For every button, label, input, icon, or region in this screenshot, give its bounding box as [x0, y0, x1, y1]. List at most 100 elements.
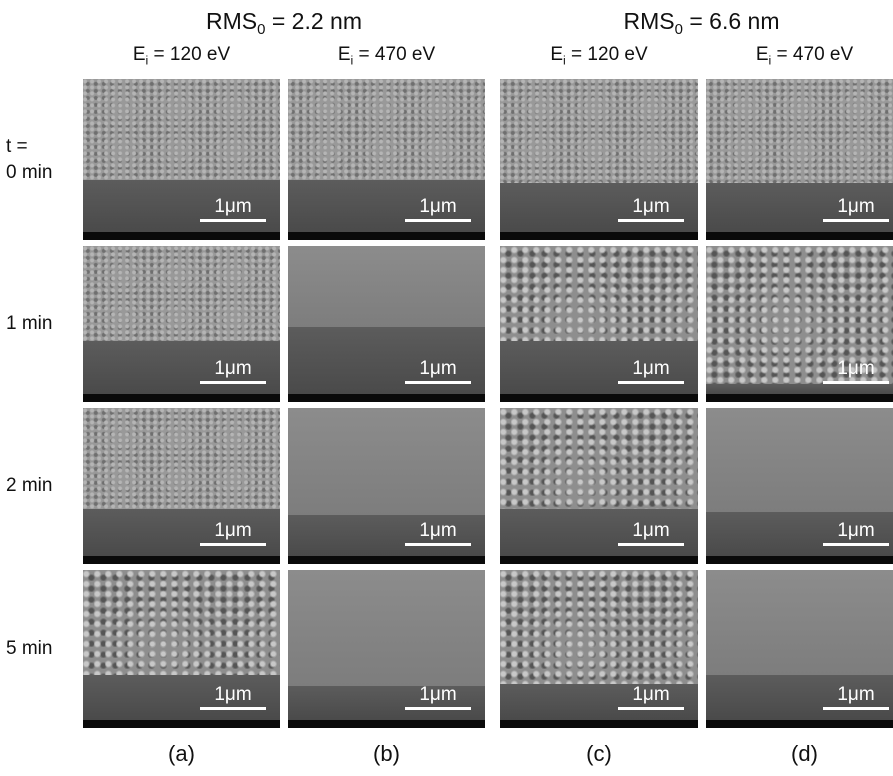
- substrate: [500, 341, 698, 394]
- sem-image: 1μm: [706, 79, 893, 240]
- scale-label: 1μm: [419, 196, 457, 217]
- row-label-line: 1 min: [6, 313, 53, 334]
- surface: [83, 408, 280, 509]
- substrate: [706, 384, 893, 394]
- text-rest: = 120 eV: [565, 44, 648, 65]
- column-letter: (a): [168, 741, 195, 766]
- scale-bar: [405, 543, 471, 546]
- status-bar: [83, 556, 280, 564]
- surface: [706, 246, 893, 384]
- scale-label: 1μm: [214, 358, 252, 379]
- status-bar: [83, 394, 280, 402]
- text-rest: = 470 eV: [771, 44, 854, 65]
- sem-image: 1μm: [83, 246, 280, 402]
- status-bar: [288, 394, 485, 402]
- scale-bar: [823, 219, 889, 222]
- scale-bar: [405, 219, 471, 222]
- substrate: [83, 675, 280, 720]
- substrate: [500, 183, 698, 232]
- status-bar: [288, 556, 485, 564]
- scale-bar: [405, 707, 471, 710]
- sem-image: 1μm: [83, 79, 280, 240]
- scale-bar: [823, 707, 889, 710]
- scale-label: 1μm: [632, 520, 670, 541]
- status-bar: [706, 232, 893, 240]
- text-main: E: [550, 44, 564, 65]
- substrate: [288, 180, 485, 232]
- scale-label: 1μm: [632, 684, 670, 705]
- scale-bar: [823, 381, 889, 384]
- column-header: Ei = 120 eV: [82, 44, 282, 66]
- column-header: Ei = 120 eV: [499, 44, 699, 66]
- surface: [288, 570, 485, 686]
- sem-image: 1μm: [500, 570, 698, 728]
- status-bar: [500, 394, 698, 402]
- sem-image: 1μm: [288, 79, 485, 240]
- column-letter: (d): [791, 741, 818, 766]
- surface: [706, 570, 893, 675]
- scale-label: 1μm: [632, 196, 670, 217]
- status-bar: [83, 232, 280, 240]
- status-bar: [706, 394, 893, 402]
- subscript: i: [563, 53, 566, 68]
- sem-image: 1μm: [288, 408, 485, 564]
- surface: [288, 79, 485, 180]
- sem-image: 1μm: [500, 79, 698, 240]
- substrate: [706, 512, 893, 556]
- text-main: RMS: [623, 8, 675, 34]
- text-rest: = 2.2 nm: [265, 8, 362, 34]
- surface: [500, 246, 698, 341]
- scale-label: 1μm: [419, 684, 457, 705]
- scale-label: 1μm: [837, 196, 875, 217]
- row-label: 1 min: [6, 311, 86, 337]
- sem-image: 1μm: [288, 570, 485, 728]
- scale-bar: [618, 219, 684, 222]
- surface: [500, 570, 698, 684]
- scale-label: 1μm: [214, 196, 252, 217]
- substrate: [288, 686, 485, 720]
- sem-image: 1μm: [288, 246, 485, 402]
- scale-label: 1μm: [419, 520, 457, 541]
- subscript: 0: [257, 21, 266, 39]
- subscript: 0: [674, 21, 683, 39]
- text-main: RMS: [206, 8, 258, 34]
- scale-label: 1μm: [837, 520, 875, 541]
- column-letter: (b): [373, 741, 400, 766]
- scale-bar: [823, 543, 889, 546]
- row-label: 2 min: [6, 473, 86, 499]
- text-rest: = 470 eV: [353, 44, 436, 65]
- row-label-line: 0 min: [6, 161, 53, 183]
- scale-bar: [200, 381, 266, 384]
- column-header: Ei = 470 eV: [705, 44, 893, 66]
- scale-label: 1μm: [632, 358, 670, 379]
- group-header: RMS0 = 2.2 nm: [134, 8, 434, 39]
- substrate: [500, 509, 698, 556]
- surface: [500, 79, 698, 183]
- substrate: [706, 675, 893, 720]
- row-label-line: 5 min: [6, 638, 53, 659]
- row-label-line: t =: [6, 135, 28, 157]
- status-bar: [706, 720, 893, 728]
- subscript: i: [145, 53, 149, 68]
- text-main: E: [755, 44, 769, 65]
- surface: [83, 246, 280, 341]
- surface: [706, 408, 893, 512]
- substrate: [706, 183, 893, 232]
- surface: [83, 79, 280, 180]
- sem-image: 1μm: [706, 408, 893, 564]
- scale-label: 1μm: [214, 520, 252, 541]
- scale-bar: [405, 381, 471, 384]
- substrate: [83, 341, 280, 394]
- row-label: t = 0 min: [6, 134, 86, 186]
- surface: [706, 79, 893, 183]
- scale-label: 1μm: [837, 684, 875, 705]
- scale-bar: [618, 381, 684, 384]
- subscript: i: [350, 53, 354, 68]
- substrate: [500, 684, 698, 720]
- status-bar: [83, 720, 280, 728]
- sem-image: 1μm: [706, 246, 893, 402]
- sem-image: 1μm: [83, 408, 280, 564]
- surface: [500, 408, 698, 509]
- scale-bar: [200, 219, 266, 222]
- text-rest: = 6.6 nm: [682, 8, 780, 34]
